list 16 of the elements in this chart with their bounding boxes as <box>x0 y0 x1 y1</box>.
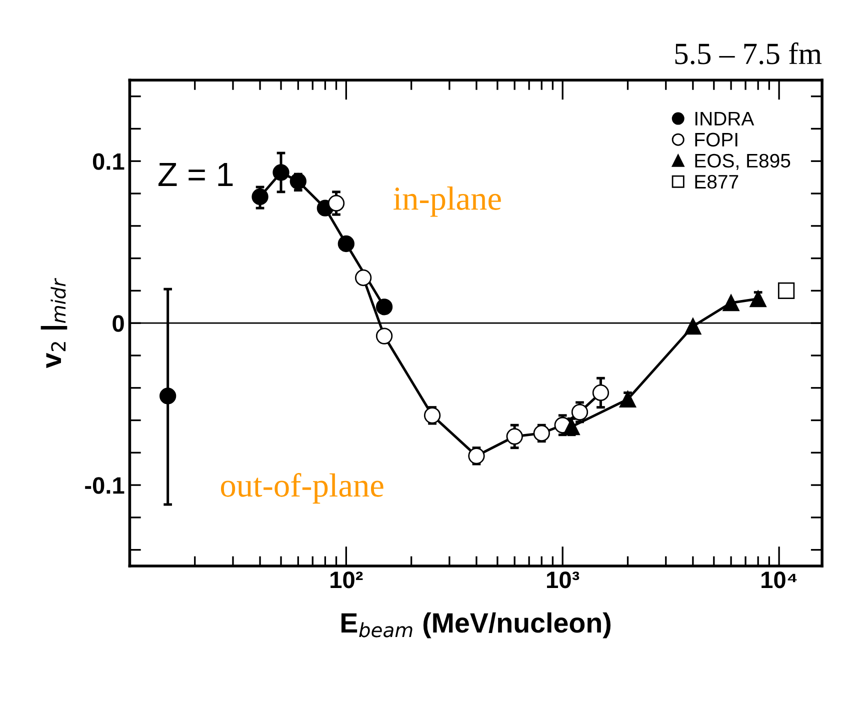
chart-title: 5.5 – 7.5 fm <box>675 42 822 64</box>
x-tick-label: 10⁴ <box>762 572 797 588</box>
x-tick-label: 10² <box>330 572 363 588</box>
legend-label: FOPI <box>695 132 738 147</box>
legend-label: INDRA <box>695 112 754 126</box>
legend-label: E877 <box>695 174 738 189</box>
annotation: in-plane <box>394 186 501 217</box>
y-tick-label: -0.1 <box>85 477 124 494</box>
y-tick-label: 0.1 <box>92 153 124 170</box>
annotation: out-of-plane <box>220 473 384 504</box>
annotation: Z = 1 <box>158 163 233 186</box>
y-axis-title: v$_{2}$ |$_{midr}$ <box>40 278 68 368</box>
x-axis-title: E$_{beam}$ (MeV/nucleon) <box>341 612 611 638</box>
x-tick-label: 10³ <box>547 572 580 588</box>
y-tick-label: 0 <box>112 315 124 332</box>
legend-label: EOS, E895 <box>695 154 790 170</box>
